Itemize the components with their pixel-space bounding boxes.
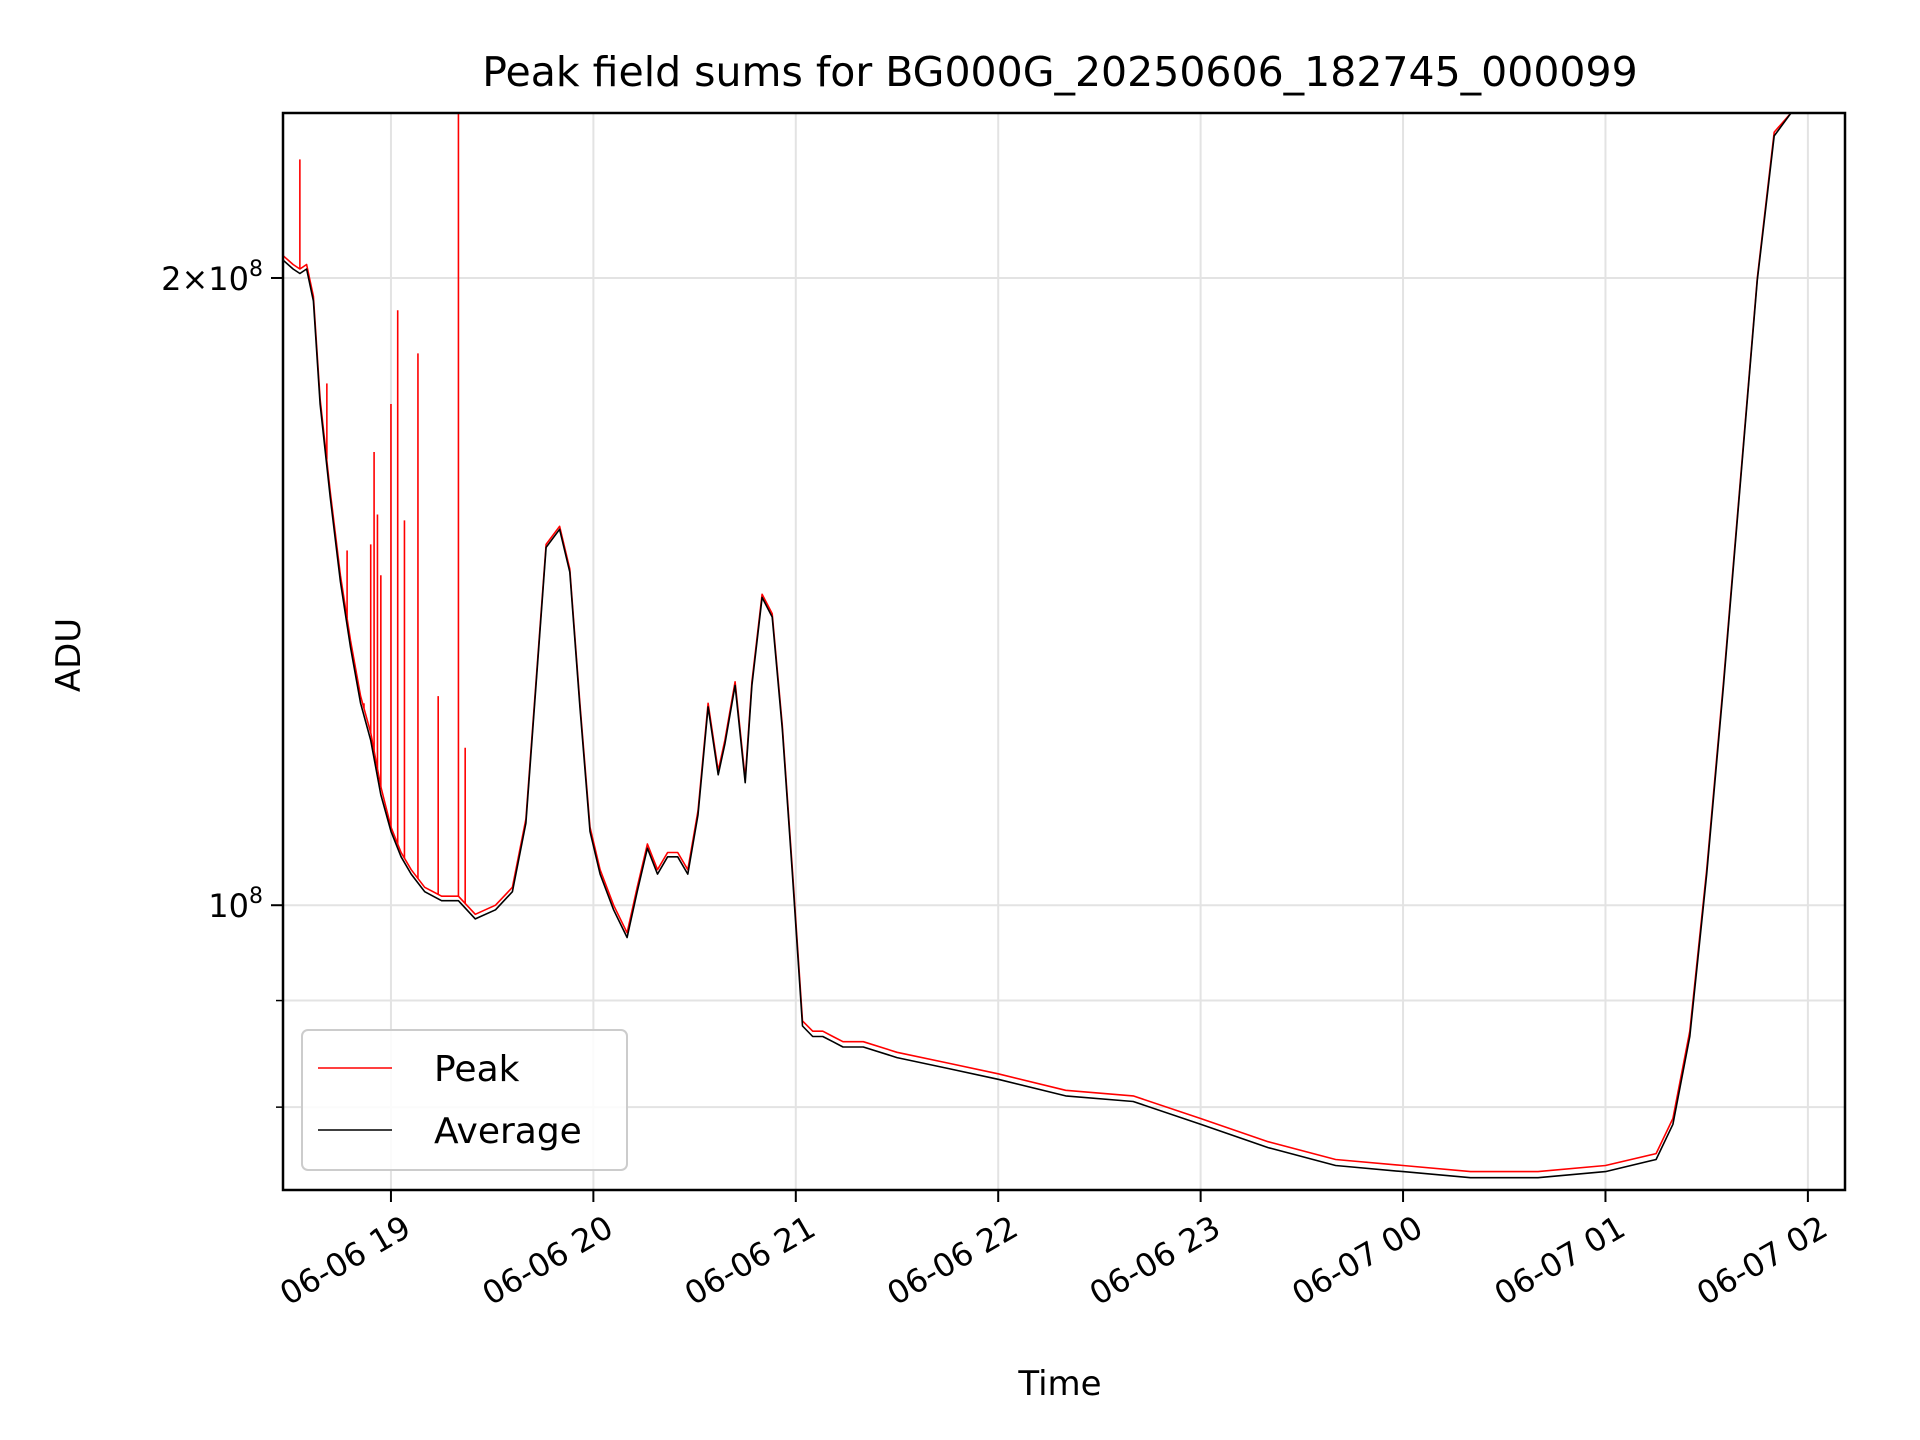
x-axis-label: Time [1017,1364,1101,1404]
y-axis-label: ADU [49,618,89,692]
y-tick-label: 2×108 [161,257,263,298]
plot-frame [281,111,1847,1192]
chart-title: Peak field sums for BG000G_20250606_1827… [482,48,1637,96]
legend: Peak Average [301,1029,628,1171]
series-line-average [283,113,1845,1179]
series-layer [283,113,1845,1179]
y-tick-label: 108 [208,884,263,925]
legend-label-average: Average [434,1111,582,1152]
legend-label-peak: Peak [434,1049,520,1090]
legend-box [301,1029,628,1171]
